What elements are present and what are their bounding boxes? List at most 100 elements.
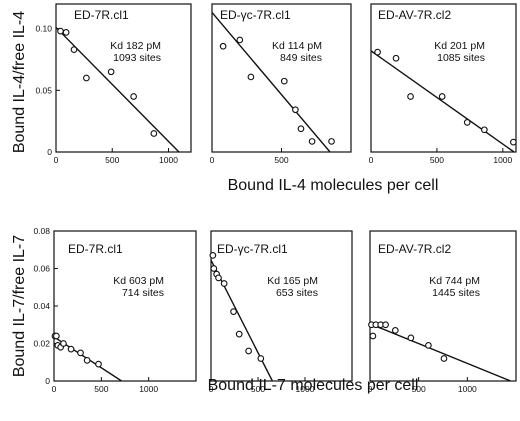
panel-1: 0 500 1000 0 0.05 0.10 ED-7R.cl1 Kd 182 pM1093 … [35, 3, 192, 165]
fit-line [370, 323, 511, 381]
data-point [407, 93, 414, 100]
panel-4: 0 500 1000 0 0.02 0.04 0.06 0.08 ED-7R.cl1 Kd 603… [33, 226, 197, 394]
x-tick-label: 1000 [296, 384, 315, 394]
x-tick-label: 0 [369, 155, 374, 165]
x-tick-label: 0 [210, 155, 215, 165]
data-point [57, 27, 64, 35]
data-point [210, 265, 218, 272]
x-tick-label: 0 [209, 384, 214, 394]
x-tick-label: 500 [94, 384, 108, 394]
x-tick-label: 500 [430, 155, 444, 165]
data-point [95, 360, 102, 368]
kd-value: Kd 182 pM [110, 40, 161, 52]
sites-value: 714 sites [122, 287, 164, 299]
data-point [257, 355, 265, 362]
y-tick-label: 0.04 [33, 301, 50, 311]
sites-value: 849 sites [280, 52, 322, 64]
y-tick-label: 0.05 [35, 85, 52, 95]
x-tick-label: 500 [105, 155, 119, 165]
y-tick-label: 0 [47, 147, 52, 157]
kd-value: Kd 744 pM [429, 275, 480, 287]
data-point [219, 42, 227, 50]
x-tick-label: 1000 [458, 384, 477, 394]
data-point [392, 54, 400, 62]
data-point [230, 308, 237, 315]
data-point [67, 345, 75, 353]
panel-title: ED-AV-7R.cl2 [378, 242, 451, 256]
kd-value: Kd 165 pM [267, 275, 318, 287]
sites-value: 653 sites [276, 287, 318, 299]
data-point [369, 332, 377, 340]
plot-frame [369, 230, 517, 382]
data-point [425, 342, 432, 349]
row2-xlabel: Bound IL-7 molecules per cell [208, 377, 419, 394]
data-point [236, 36, 244, 44]
plot-frame [370, 3, 517, 153]
data-point [53, 332, 60, 340]
data-point [308, 138, 316, 145]
data-point [220, 280, 228, 287]
kd-value: Kd 201 pM [434, 40, 485, 52]
data-point [328, 138, 335, 145]
y-tick-label: 0.02 [33, 339, 50, 349]
row1-xlabel: Bound IL-4 molecules per cell [228, 177, 439, 194]
row2-ylabel: Bound IL-7/free IL-7 [11, 235, 28, 377]
kd-value: Kd 114 pM [272, 40, 322, 52]
data-point [62, 29, 70, 36]
y-tick-label: 0.10 [35, 24, 52, 34]
x-tick-label: 1000 [139, 384, 158, 394]
panel-title: ED-γc-7R.cl1 [217, 242, 288, 256]
sites-value: 1093 sites [113, 52, 161, 64]
fit-line [212, 12, 331, 152]
data-point [407, 334, 415, 342]
data-point [83, 74, 90, 82]
data-point [510, 138, 517, 146]
data-point [438, 93, 446, 100]
x-tick-label: 1000 [493, 155, 512, 165]
plot-frame [210, 230, 353, 382]
row1-ylabel: Bound IL-4/free IL-4 [11, 11, 28, 153]
x-tick-label: 0 [54, 155, 59, 165]
data-point [440, 355, 448, 362]
plot-frame [211, 3, 352, 153]
data-point [150, 130, 158, 137]
data-point [292, 106, 299, 114]
data-point [107, 68, 115, 76]
data-point [60, 340, 67, 347]
data-point [130, 93, 137, 100]
data-point [83, 357, 91, 364]
panel-title: ED-AV-7R.cl2 [378, 8, 451, 22]
y-tick-label: 0 [45, 376, 50, 386]
data-point [209, 252, 217, 259]
data-point [70, 46, 78, 53]
y-tick-label: 0.06 [33, 264, 50, 274]
data-point [280, 77, 288, 85]
fit-line [371, 50, 515, 152]
sites-value: 1085 sites [437, 52, 485, 64]
data-point [247, 73, 255, 81]
panels: 0 500 1000 0 0.05 0.10 ED-7R.cl1 Kd 182 pM1093 … [33, 3, 517, 394]
x-tick-label: 1000 [159, 155, 178, 165]
x-tick-label: 500 [251, 384, 265, 394]
panel-title: ED-7R.cl1 [68, 242, 123, 256]
data-point [77, 349, 84, 357]
x-tick-label: 500 [412, 384, 426, 394]
sites-value: 1445 sites [432, 287, 480, 299]
data-point [374, 48, 381, 56]
y-tick-label: 0.08 [33, 226, 50, 236]
data-point [297, 125, 305, 133]
data-point [391, 327, 399, 334]
data-point [463, 119, 471, 126]
x-tick-label: 0 [368, 384, 373, 394]
x-tick-label: 0 [52, 384, 57, 394]
x-tick-label: 500 [274, 155, 288, 165]
panel-title: ED-γc-7R.cl1 [220, 8, 291, 22]
data-point [235, 330, 243, 338]
data-point [382, 321, 389, 329]
data-point [245, 347, 252, 355]
